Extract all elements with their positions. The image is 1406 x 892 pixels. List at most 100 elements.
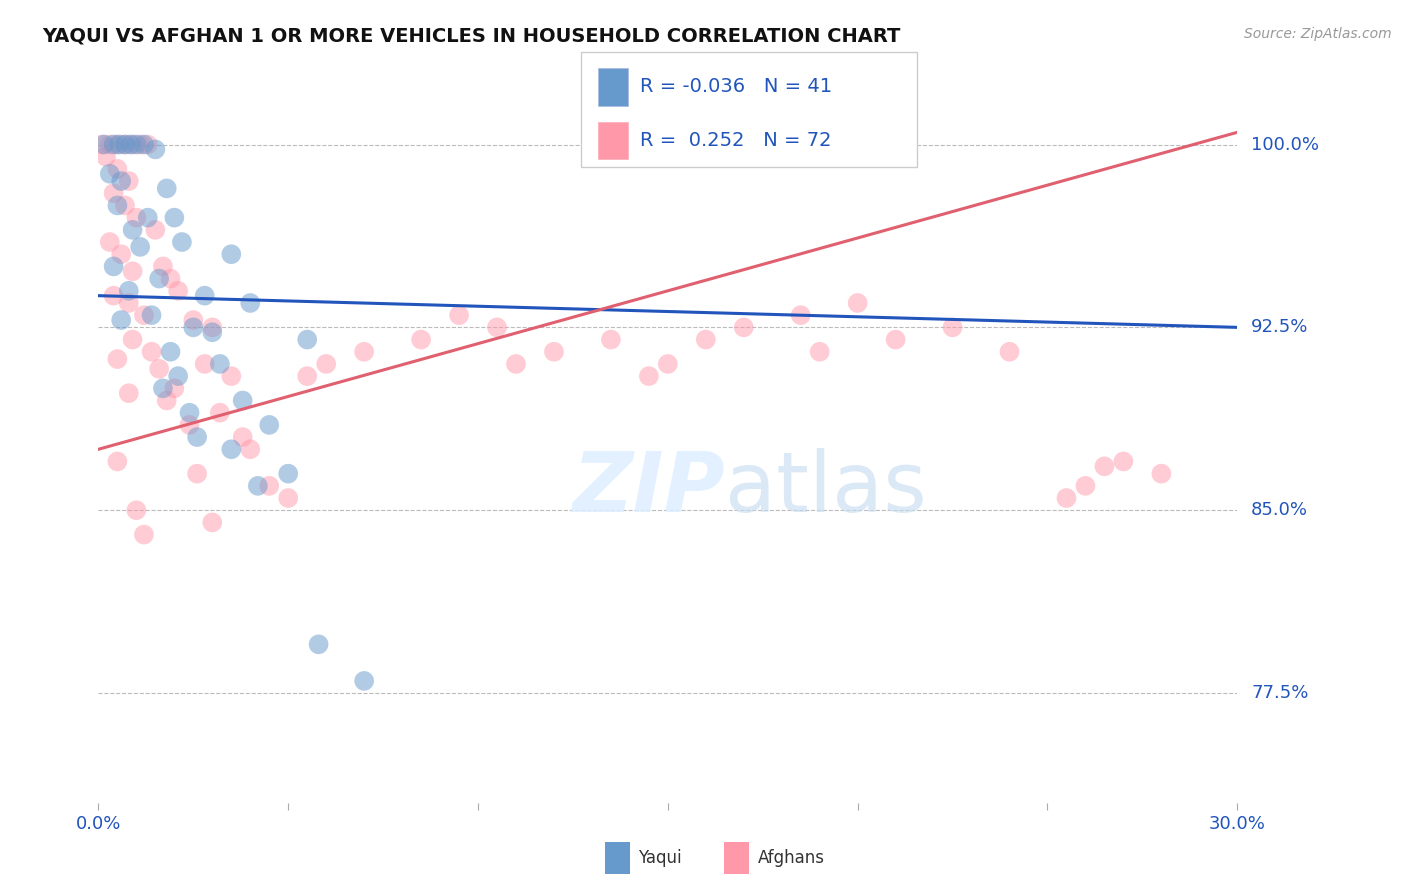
Point [163, 381, 186, 395]
Point [132, 137, 155, 152]
Point [156, 393, 179, 408]
Point [118, 174, 141, 188]
Text: R = -0.036   N = 41: R = -0.036 N = 41 [640, 78, 832, 96]
Point [129, 240, 152, 254]
Point [120, 137, 142, 152]
Point [353, 673, 375, 688]
Point [221, 442, 243, 457]
Point [132, 308, 155, 322]
Point [129, 137, 152, 152]
Text: YAQUI VS AFGHAN 1 OR MORE VEHICLES IN HOUSEHOLD CORRELATION CHART: YAQUI VS AFGHAN 1 OR MORE VEHICLES IN HO… [42, 27, 901, 45]
Point [884, 333, 907, 347]
Point [114, 137, 136, 152]
Text: atlas: atlas [725, 448, 927, 529]
Text: 77.5%: 77.5% [1251, 684, 1309, 702]
Point [103, 260, 125, 274]
Point [170, 235, 193, 249]
Point [121, 223, 143, 237]
Point [167, 369, 190, 384]
Point [505, 357, 527, 371]
Point [167, 284, 190, 298]
Point [1112, 454, 1135, 468]
Point [657, 357, 679, 371]
Point [148, 361, 170, 376]
Point [486, 320, 509, 334]
Point [125, 503, 148, 517]
Point [98, 167, 121, 181]
Point [232, 430, 254, 444]
Point [141, 308, 163, 322]
Point [733, 320, 755, 334]
Point [998, 344, 1021, 359]
Point [94, 150, 117, 164]
Point [163, 211, 186, 225]
Point [136, 211, 159, 225]
Point [353, 344, 375, 359]
Point [159, 271, 181, 285]
Point [942, 320, 965, 334]
Point [183, 320, 205, 334]
Point [103, 186, 125, 201]
Point [201, 325, 224, 339]
Point [121, 333, 143, 347]
Point [259, 479, 281, 493]
Point [308, 637, 330, 651]
Point [118, 296, 141, 310]
Point [1054, 491, 1078, 505]
Text: Source: ZipAtlas.com: Source: ZipAtlas.com [1244, 27, 1392, 41]
Point [277, 491, 299, 505]
Point [1094, 459, 1116, 474]
Point [201, 516, 224, 530]
Point [107, 198, 129, 212]
Text: Afghans: Afghans [758, 849, 825, 867]
Point [148, 271, 170, 285]
Text: 100.0%: 100.0% [1251, 136, 1319, 153]
Point [152, 260, 174, 274]
Point [121, 137, 143, 152]
Point [121, 264, 143, 278]
Point [277, 467, 299, 481]
Point [600, 333, 623, 347]
Point [186, 467, 208, 481]
Point [201, 320, 224, 334]
Point [221, 247, 243, 261]
Point [125, 211, 148, 225]
Point [638, 369, 661, 384]
Point [183, 313, 205, 327]
Text: 85.0%: 85.0% [1251, 501, 1308, 519]
Text: Yaqui: Yaqui [638, 849, 682, 867]
Point [118, 284, 141, 298]
Point [98, 235, 121, 249]
Point [145, 223, 167, 237]
Point [232, 393, 254, 408]
Point [1150, 467, 1173, 481]
Point [259, 417, 281, 432]
Point [315, 357, 337, 371]
Text: R =  0.252   N = 72: R = 0.252 N = 72 [640, 131, 831, 150]
Point [1074, 479, 1097, 493]
Point [107, 454, 129, 468]
Point [239, 296, 262, 310]
Point [239, 442, 262, 457]
Point [118, 386, 141, 401]
Point [103, 137, 125, 152]
Point [208, 406, 231, 420]
Point [110, 313, 132, 327]
Point [194, 288, 217, 302]
Point [208, 357, 231, 371]
Point [790, 308, 813, 322]
Point [103, 288, 125, 302]
Point [447, 308, 470, 322]
Point [110, 247, 132, 261]
Point [297, 369, 319, 384]
Point [156, 181, 179, 195]
Point [91, 137, 114, 152]
Point [108, 137, 131, 152]
Point [93, 137, 115, 152]
Point [125, 137, 148, 152]
Point [186, 430, 208, 444]
Point [808, 344, 831, 359]
Point [136, 137, 159, 152]
Point [132, 527, 155, 541]
Point [411, 333, 433, 347]
